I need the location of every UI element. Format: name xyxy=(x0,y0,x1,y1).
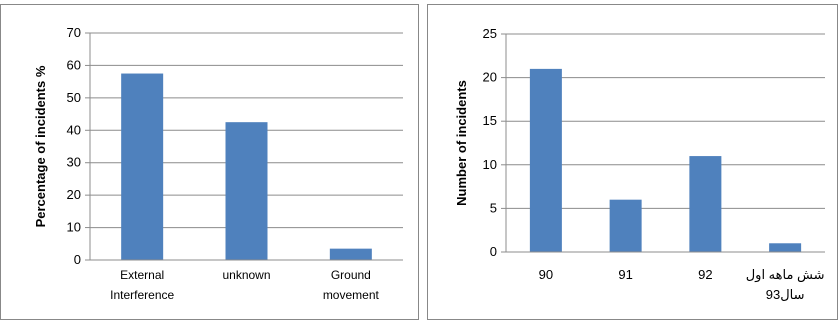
bar xyxy=(529,68,562,252)
x-category-label: External xyxy=(120,268,164,282)
bar xyxy=(225,122,268,260)
x-category-label: 90 xyxy=(539,267,553,282)
x-category-label: شش ماهه اول xyxy=(746,267,825,283)
y-tick-label: 50 xyxy=(67,90,81,105)
left-chart-panel: 0 10 20 30 40 50 60 70 External Interference unkno… xyxy=(0,4,419,320)
y-tick-label: 10 xyxy=(483,157,497,172)
y-tick-label: 0 xyxy=(490,244,497,259)
y-tick-label: 30 xyxy=(67,155,81,170)
y-tick-label: 5 xyxy=(490,200,497,215)
x-category-label: movement xyxy=(323,288,380,302)
y-tick-label: 40 xyxy=(67,122,81,137)
x-category-label: 92 xyxy=(698,267,712,282)
y-tick-label: 20 xyxy=(483,70,497,85)
y-tick-label: 15 xyxy=(483,113,497,128)
x-category-label: unknown xyxy=(222,268,270,282)
bar xyxy=(609,199,642,252)
y-tick-label: 70 xyxy=(67,25,81,40)
number-incidents-chart: 0 5 10 15 20 25 90 91 92 شش ماهه اول سال93 Number o… xyxy=(454,26,825,302)
x-category-label: Interference xyxy=(110,288,174,302)
y-axis-title: Number of incidents xyxy=(454,80,469,206)
y-tick-label: 10 xyxy=(67,220,81,235)
x-category-label: 91 xyxy=(618,267,632,282)
y-tick-label: 0 xyxy=(74,252,81,267)
bar xyxy=(769,243,802,252)
bar xyxy=(121,73,164,261)
x-category-label: سال93 xyxy=(766,287,805,302)
y-tick-label: 25 xyxy=(483,26,497,41)
bar xyxy=(689,156,722,252)
right-chart-panel: 0 5 10 15 20 25 90 91 92 شش ماهه اول سال93 Number o… xyxy=(427,4,838,320)
percentage-incidents-chart: 0 10 20 30 40 50 60 70 External Interference unkno… xyxy=(33,25,403,302)
y-tick-label: 20 xyxy=(67,187,81,202)
bar xyxy=(329,248,372,260)
y-tick-label: 60 xyxy=(67,57,81,72)
y-axis-title: Percentage of incidents % xyxy=(33,65,48,227)
x-category-label: Ground xyxy=(331,268,371,282)
